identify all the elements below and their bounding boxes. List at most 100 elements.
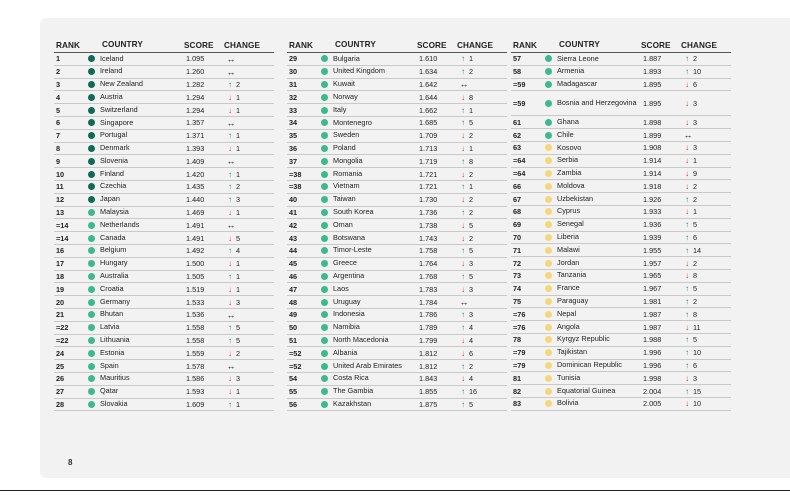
table-row: =38 Vietnam 1.721 ↑ 1 [287,181,507,194]
change-cell: ↑ 1 [455,54,495,63]
change-value: 10 [693,67,702,77]
arrow-up-icon: ↑ [228,195,232,205]
country-cell: Portugal [100,130,128,140]
rank-cell: =64 [513,168,526,178]
arrow-up-icon: ↑ [228,335,232,345]
change-cell: ↑ 3 [222,195,262,204]
peace-level-dot [320,362,328,370]
table-row: 25 Spain 1.578 ↔ [54,360,274,373]
peace-level-dot [320,272,328,280]
table-row: =52 Albania 1.812 ↓ 6 [287,347,507,361]
rank-cell: 82 [513,386,522,396]
change-value: 2 [693,258,698,268]
rank-cell: =76 [513,322,526,332]
change-cell: ↑ 6 [679,361,719,370]
peace-level-dot [320,93,328,101]
change-cell: ↓ 2 [455,234,495,243]
country-header: COUNTRY [559,40,600,50]
arrow-left-right-icon: ↔ [226,361,236,372]
score-cell: 1.440 [186,195,205,205]
score-cell: 2.004 [643,386,662,396]
country-cell: Australia [100,271,129,281]
country-cell: Vietnam [333,181,360,191]
score-cell: 1.609 [186,399,205,409]
peace-level-dot [320,349,328,357]
score-cell: 1.721 [419,169,438,179]
score-cell: 1.736 [419,207,438,217]
change-cell: ↑ 2 [222,182,262,191]
country-cell: Bulgaria [333,53,360,63]
score-cell: 1.764 [419,259,438,269]
peace-level-dot [544,68,552,76]
rank-cell: 83 [513,399,522,409]
score-cell: 1.586 [186,374,205,384]
change-cell: ↑ 1 [222,400,262,409]
change-cell: ↓ 2 [679,182,719,191]
change-cell: ↑ 5 [222,323,262,332]
rank-cell: 19 [56,284,65,294]
rank-cell: 61 [513,117,522,127]
rank-cell: 28 [56,399,65,409]
peace-level-dot [87,196,95,204]
change-value: 8 [469,92,474,102]
country-cell: The Gambia [333,386,374,396]
table-row: =64 Serbia 1.914 ↓ 1 [511,155,731,168]
score-cell: 1.610 [419,54,438,64]
country-cell: Canada [100,232,126,242]
change-cell: ↑ 4 [222,246,262,255]
peace-level-dot [87,208,95,216]
score-cell: 1.519 [186,284,205,294]
arrow-down-icon: ↓ [461,233,465,243]
rank-cell: 5 [56,105,61,115]
country-cell: Latvia [100,322,120,332]
rank-cell: 3 [56,79,61,89]
rank-cell: 71 [513,245,522,255]
peace-level-dot [544,233,552,241]
country-cell: Greece [333,258,357,268]
arrow-down-icon: ↓ [461,169,465,179]
country-cell: Uruguay [333,296,361,306]
change-cell: ↑ 1 [222,131,262,140]
rank-cell: =79 [513,348,526,358]
peace-level-dot [320,68,328,76]
change-header: CHANGE [681,41,718,50]
rank-cell: 41 [289,207,298,217]
table-row: 67 Uzbekistan 1.926 ↑ 2 [511,193,731,206]
table-row: 83 Bolivia 2.005 ↓ 10 [511,398,731,411]
peace-level-dot [87,234,95,242]
score-cell: 1.634 [419,67,438,77]
change-cell: ↑ 2 [455,67,495,76]
change-value: 10 [693,348,702,358]
arrow-down-icon: ↓ [685,143,689,153]
peace-level-dot [320,170,328,178]
arrow-up-icon: ↑ [461,271,465,281]
arrow-down-icon: ↓ [461,92,465,102]
country-cell: Qatar [100,386,119,396]
arrow-up-icon: ↑ [461,399,465,409]
score-header: SCORE [641,41,671,50]
peace-level-dot [87,170,95,178]
change-value: 1 [236,399,241,409]
arrow-up-icon: ↑ [685,309,689,319]
table-row: 42 Oman 1.738 ↓ 5 [287,219,507,233]
table-row: 58 Armenia 1.893 ↑ 10 [511,66,731,79]
change-value: 16 [469,387,478,397]
change-value: 5 [236,323,241,333]
peace-level-dot [544,259,552,267]
change-cell: ↔ [455,297,495,307]
table-row: =14 Canada 1.491 ↓ 5 [54,232,274,245]
country-cell: Poland [333,143,356,153]
change-cell: ↔ [679,130,719,140]
change-cell: ↓ 3 [222,298,262,307]
score-cell: 1.783 [419,284,438,294]
peace-level-dot [544,80,552,88]
arrow-up-icon: ↑ [461,246,465,256]
peace-level-dot [87,336,95,344]
peace-level-dot [544,246,552,254]
score-cell: 1.294 [186,105,205,115]
peace-level-dot [544,182,552,190]
rank-cell: =59 [513,79,526,89]
change-value: 3 [693,143,698,153]
country-cell: Bhutan [100,309,124,319]
rank-cell: 4 [56,92,61,102]
